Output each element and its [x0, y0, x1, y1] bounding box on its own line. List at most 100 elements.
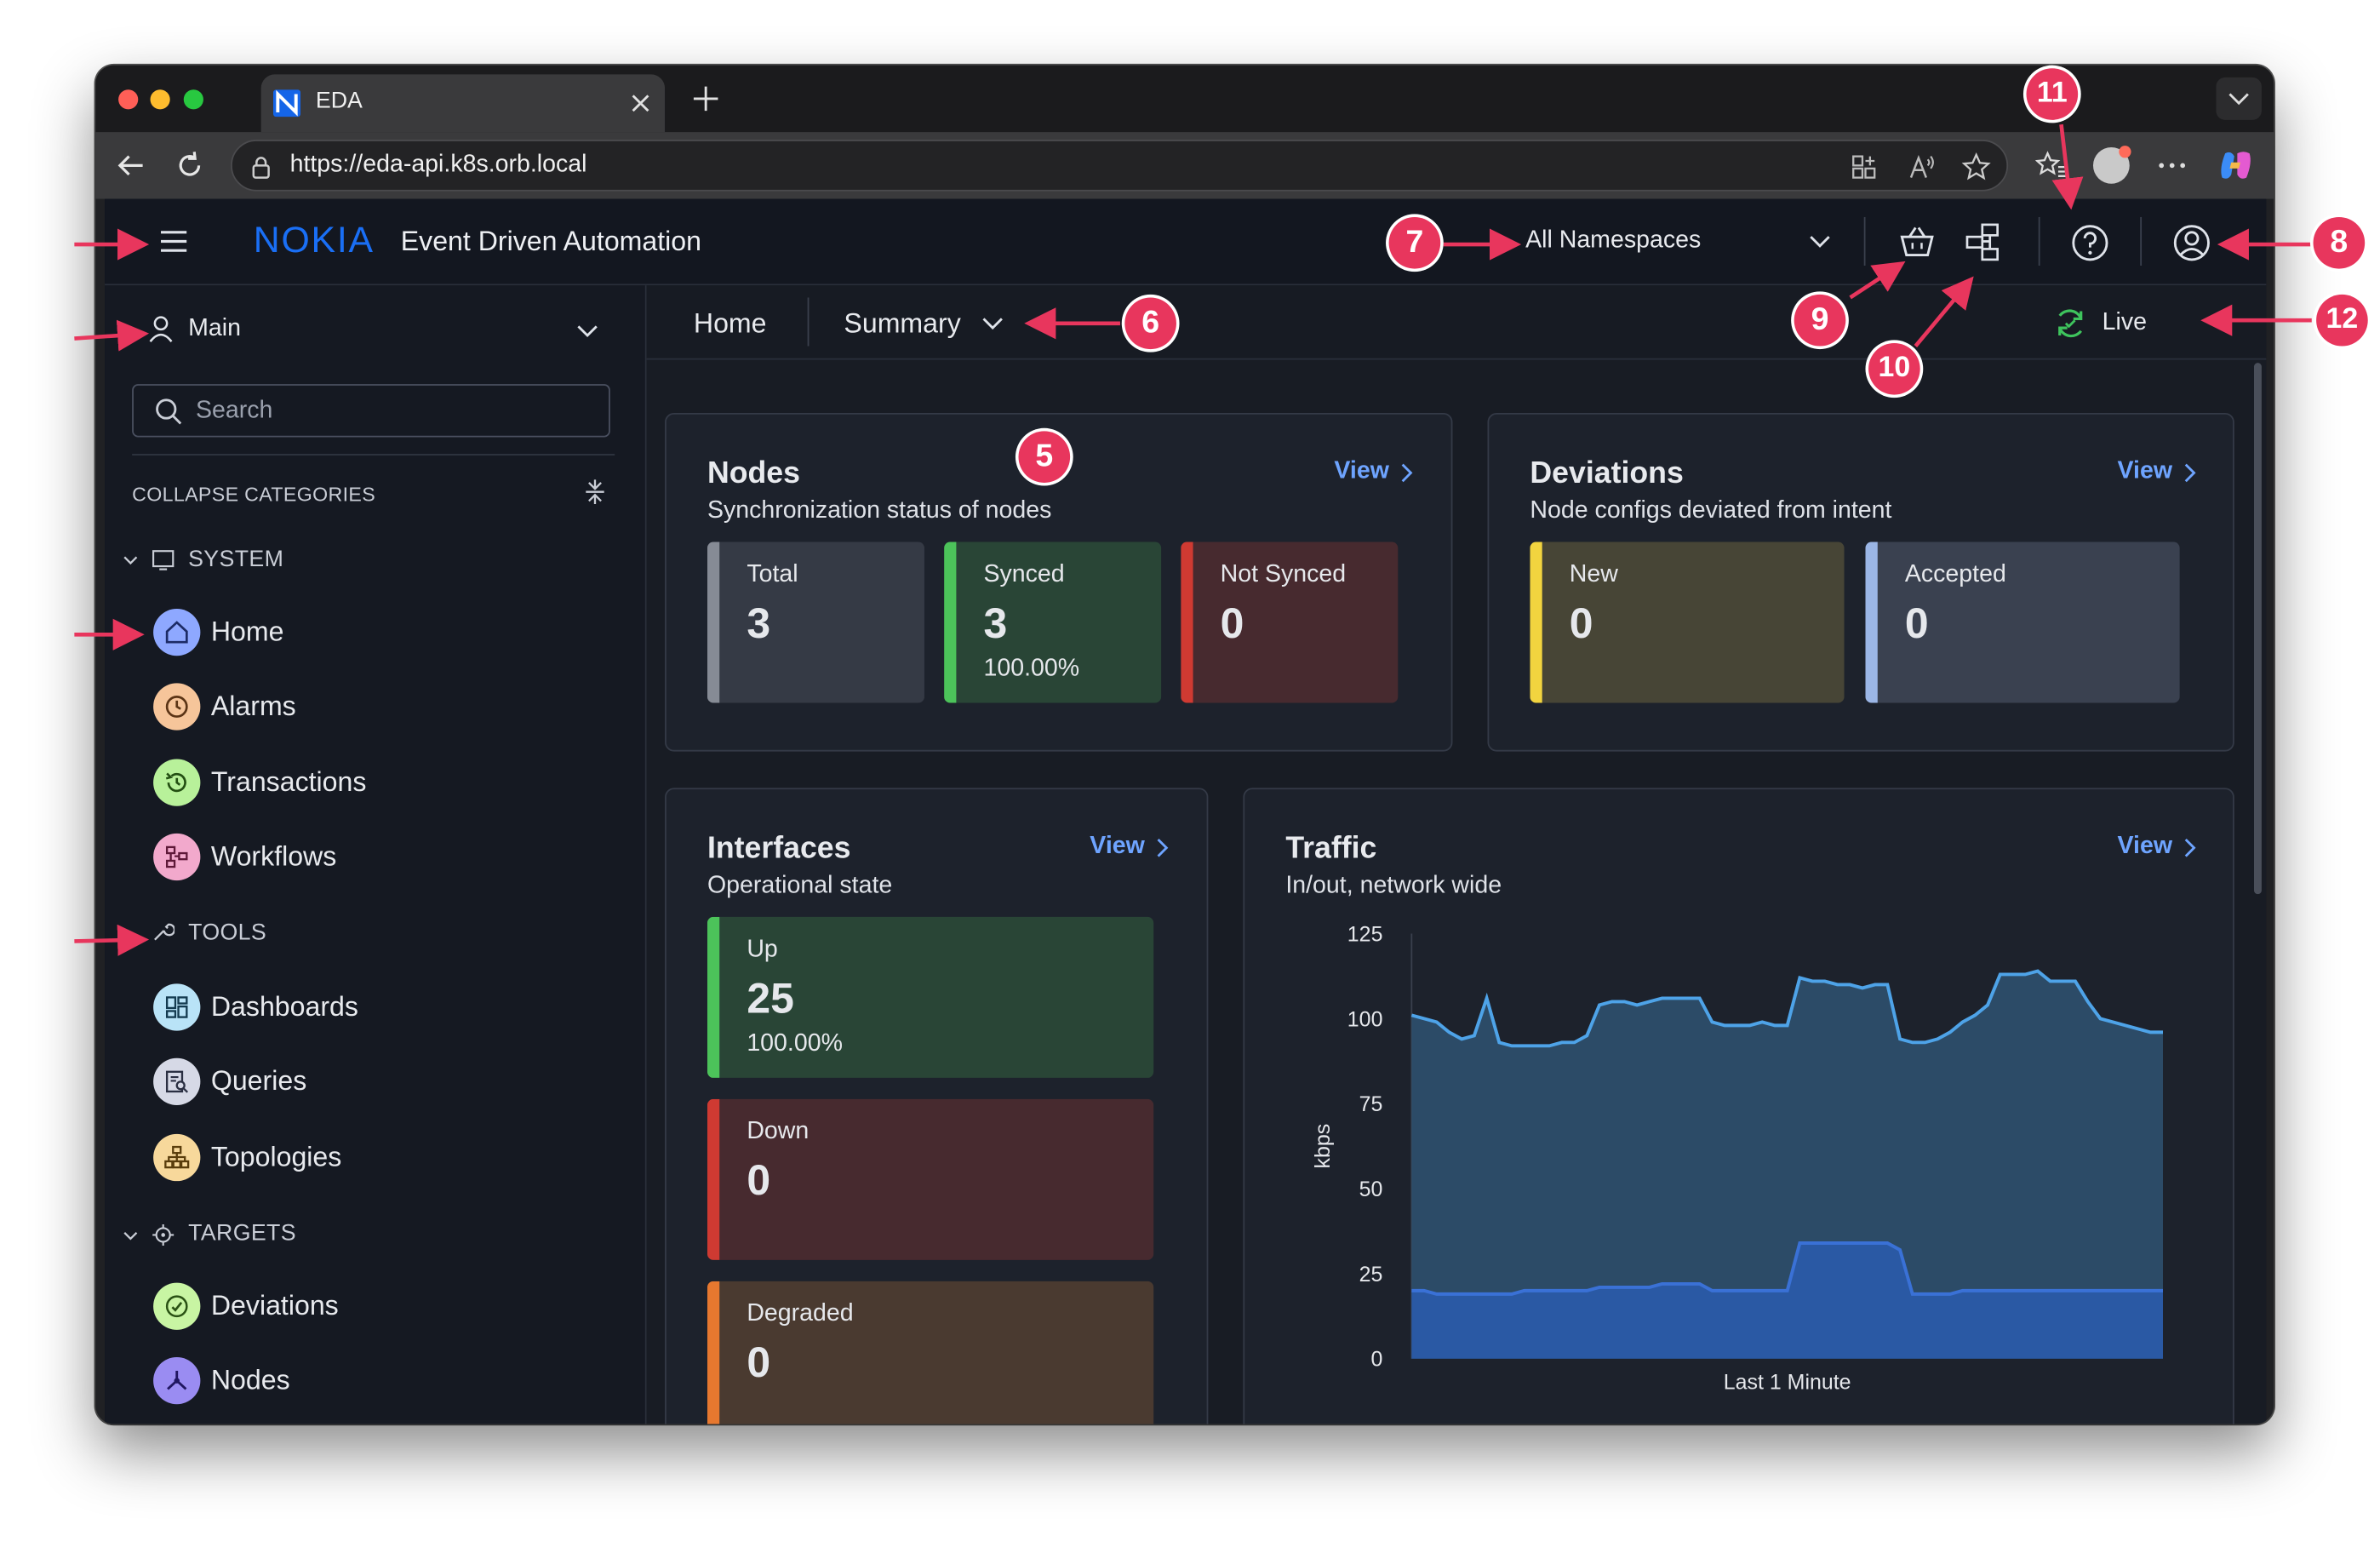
- sidebar-item-deviations[interactable]: Deviations: [143, 1280, 629, 1334]
- tile-value: 3: [747, 599, 771, 647]
- back-icon[interactable]: [116, 151, 146, 181]
- help-icon[interactable]: [2070, 223, 2109, 262]
- app-title: Event Driven Automation: [400, 226, 702, 257]
- header-divider: [2038, 216, 2040, 266]
- tile-label: Accepted: [1904, 561, 2006, 588]
- hamburger-icon[interactable]: [161, 231, 187, 252]
- alarm-clock-icon: [153, 683, 201, 731]
- copilot-icon[interactable]: [2217, 147, 2254, 184]
- collapse-all-icon[interactable]: [585, 479, 606, 506]
- interfaces-degraded-tile[interactable]: Degraded 0: [707, 1281, 1154, 1424]
- topology-icon[interactable]: [1964, 221, 2003, 261]
- chevron-right-icon: [1157, 838, 1169, 857]
- tile-label: Total: [747, 561, 798, 588]
- profile-notification-dot: [2119, 146, 2131, 158]
- main-scrollbar[interactable]: [2253, 363, 2262, 895]
- traffic-view-link[interactable]: View: [2118, 832, 2209, 865]
- browser-profile-avatar[interactable]: [2092, 146, 2131, 184]
- sidebar-item-queries[interactable]: Queries: [143, 1055, 629, 1109]
- minimize-window-button[interactable]: [150, 89, 170, 110]
- tile-label: New: [1569, 561, 1618, 588]
- interfaces-view-link[interactable]: View: [1090, 832, 1181, 865]
- view-label: View: [2117, 833, 2173, 860]
- sidebar-item-workflows[interactable]: Workflows: [143, 830, 629, 885]
- sidebar-item-label: Workflows: [210, 840, 337, 872]
- callout-arrow: [74, 924, 150, 956]
- tile-value: 0: [747, 1156, 771, 1204]
- dashboard-select[interactable]: Summary: [837, 297, 1019, 346]
- series-area-1: [1411, 971, 2164, 1359]
- sidebar-item-alarms[interactable]: Alarms: [143, 680, 629, 735]
- chevron-down-icon: [982, 318, 1003, 330]
- nodes-total-tile[interactable]: Total 3: [707, 542, 924, 703]
- nodes-synced-tile[interactable]: Synced 3 100.00%: [944, 542, 1162, 703]
- more-icon[interactable]: [2159, 163, 2186, 169]
- tile-value: 0: [1220, 599, 1244, 647]
- category-targets[interactable]: TARGETS: [188, 1220, 296, 1246]
- chevron-down-icon[interactable]: [123, 556, 138, 566]
- chevron-down-icon: [577, 325, 598, 338]
- wrench-icon: [154, 923, 175, 941]
- close-tab-icon[interactable]: [632, 95, 649, 112]
- collapse-categories-label[interactable]: COLLAPSE CATEGORIES: [132, 482, 376, 506]
- nokia-favicon-icon: [272, 89, 301, 117]
- category-system[interactable]: SYSTEM: [188, 546, 284, 573]
- user-icon[interactable]: [2172, 223, 2211, 262]
- history-icon: [153, 759, 201, 806]
- interfaces-card: Interfaces Operational state View Up 25 …: [665, 788, 1209, 1424]
- app-available-icon[interactable]: [1851, 153, 1878, 181]
- y-tick-label: 25: [1359, 1263, 1383, 1287]
- deviations-view-link[interactable]: View: [2118, 457, 2209, 490]
- interfaces-down-tile[interactable]: Down 0: [707, 1098, 1154, 1260]
- context-select[interactable]: Main: [143, 304, 614, 352]
- callout-badge: 5: [1018, 431, 1071, 483]
- card-subtitle: In/out, network wide: [1285, 873, 1502, 899]
- browser-tab[interactable]: EDA: [260, 74, 666, 133]
- browser-window: EDA https://eda-api.k8s.orb.local: [95, 65, 2274, 1424]
- favorite-star-icon[interactable]: [1961, 152, 1992, 182]
- nokia-logo: NOKIA: [253, 220, 375, 261]
- callout-badge: 12: [2316, 294, 2368, 347]
- tile-label: Synced: [983, 561, 1065, 588]
- card-subtitle: Operational state: [707, 873, 893, 899]
- tab-list-button[interactable]: [2216, 77, 2262, 120]
- maximize-window-button[interactable]: [183, 89, 203, 110]
- search-icon: [156, 398, 182, 425]
- sidebar-item-home[interactable]: Home: [143, 605, 629, 660]
- new-tab-icon[interactable]: [692, 85, 719, 112]
- reload-icon[interactable]: [174, 151, 205, 181]
- interfaces-up-tile[interactable]: Up 25 100.00%: [707, 916, 1154, 1078]
- sidebar-item-nodes[interactable]: Nodes: [143, 1354, 629, 1408]
- lock-icon: [252, 157, 270, 179]
- deviations-new-tile[interactable]: New 0: [1530, 542, 1845, 703]
- read-aloud-icon[interactable]: [1908, 153, 1935, 181]
- sidebar-item-topologies[interactable]: Topologies: [143, 1131, 629, 1185]
- category-tools[interactable]: TOOLS: [188, 920, 267, 946]
- sidebar-item-dashboards[interactable]: Dashboards: [143, 981, 629, 1035]
- view-label: View: [1334, 458, 1389, 484]
- address-toolbar: https://eda-api.k8s.orb.local: [95, 132, 2274, 199]
- basket-icon[interactable]: [1899, 225, 1936, 258]
- chevron-down-icon[interactable]: [123, 1231, 138, 1241]
- deviations-accepted-tile[interactable]: Accepted 0: [1865, 542, 2180, 703]
- callout-arrow: [74, 319, 150, 352]
- sidebar-item-label: Alarms: [210, 691, 296, 721]
- live-toggle[interactable]: Live: [2051, 301, 2172, 346]
- tab-strip: EDA: [95, 65, 2274, 133]
- live-label: Live: [2102, 309, 2148, 336]
- namespace-select[interactable]: All Namespaces: [1516, 217, 1850, 266]
- breadcrumb-home[interactable]: Home: [693, 307, 767, 339]
- nodes-not-synced-tile[interactable]: Not Synced 0: [1181, 542, 1399, 703]
- tile-status-bar: [707, 542, 720, 703]
- topology-tree-icon: [153, 1133, 201, 1182]
- sidebar-divider: [132, 454, 615, 456]
- close-window-button[interactable]: [118, 89, 139, 110]
- series-line-2: [1411, 1241, 2164, 1296]
- card-subtitle: Synchronization status of nodes: [707, 497, 1052, 524]
- search-input[interactable]: Search: [132, 384, 610, 438]
- tab-title: EDA: [315, 88, 363, 114]
- nodes-view-link[interactable]: View: [1334, 457, 1425, 490]
- address-bar[interactable]: https://eda-api.k8s.orb.local: [231, 140, 2009, 192]
- sidebar-item-transactions[interactable]: Transactions: [143, 756, 629, 811]
